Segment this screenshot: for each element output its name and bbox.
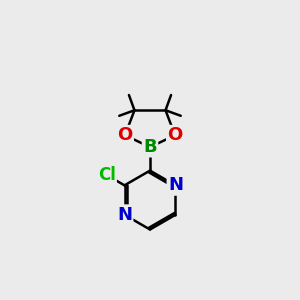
Text: N: N	[117, 206, 132, 224]
Text: B: B	[143, 138, 157, 156]
Text: O: O	[117, 126, 133, 144]
Text: Cl: Cl	[98, 166, 116, 184]
Text: O: O	[167, 126, 183, 144]
Text: N: N	[168, 176, 183, 194]
